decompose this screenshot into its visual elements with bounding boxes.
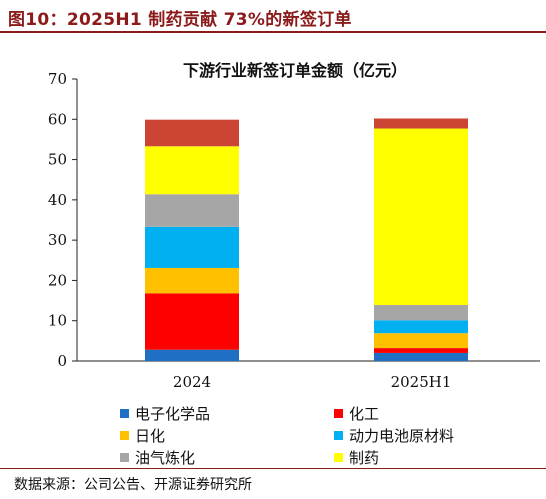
bar-segment xyxy=(374,352,468,361)
legend-swatch xyxy=(334,430,343,440)
legend-item: 动力电池原材料 xyxy=(334,425,480,445)
legend-item: 日化 xyxy=(120,425,334,445)
bar-segment xyxy=(145,349,239,361)
x-tick-label: 2025H1 xyxy=(391,373,452,391)
legend-label: 化工 xyxy=(349,404,380,423)
bar-segment xyxy=(145,194,239,227)
legend-item: 电子化学品 xyxy=(120,403,334,423)
legend-swatch xyxy=(120,408,129,418)
bar-segment xyxy=(374,305,468,321)
legend-item: 油气炼化 xyxy=(120,447,334,467)
source-rule xyxy=(0,468,546,469)
legend-swatch xyxy=(334,408,343,418)
bar-segment xyxy=(145,267,239,294)
legend-label: 日化 xyxy=(135,426,166,445)
y-tick-label: 40 xyxy=(48,191,67,209)
bar-segment xyxy=(374,320,468,334)
x-tick-label: 2024 xyxy=(173,373,211,391)
legend-item: 化工 xyxy=(334,403,480,423)
bar-segment xyxy=(374,118,468,129)
bar-segment xyxy=(145,226,239,268)
chart-legend: 电子化学品 化工日化 动力电池原材料油气炼化 制药 xyxy=(120,403,480,467)
legend-swatch xyxy=(334,452,343,462)
y-tick-label: 60 xyxy=(48,110,67,128)
bar-segment xyxy=(374,333,468,349)
figure-title: 图10：2025H1 制药贡献 73%的新签订单 xyxy=(8,10,352,30)
legend-item: 制药 xyxy=(334,447,480,467)
bar-segment xyxy=(374,348,468,353)
legend-label: 油气炼化 xyxy=(135,448,196,467)
y-tick-label: 70 xyxy=(48,70,67,88)
legend-label: 动力电池原材料 xyxy=(349,426,455,445)
y-tick-label: 10 xyxy=(48,312,67,330)
y-tick-label: 30 xyxy=(48,231,67,249)
bar-segment xyxy=(374,128,468,306)
legend-swatch xyxy=(120,430,129,440)
y-tick-label: 0 xyxy=(57,352,67,370)
legend-label: 制药 xyxy=(349,448,380,467)
chart-title: 下游行业新签订单金额（亿元） xyxy=(182,61,407,80)
bar-segment xyxy=(145,293,239,350)
bar-segment xyxy=(145,146,239,195)
legend-swatch xyxy=(120,452,129,462)
legend-label: 电子化学品 xyxy=(135,404,211,423)
title-rule xyxy=(0,31,546,33)
source-note: 数据来源：公司公告、开源证券研究所 xyxy=(14,477,252,493)
bar-segment xyxy=(145,119,239,147)
y-tick-label: 50 xyxy=(48,151,67,169)
y-tick-label: 20 xyxy=(48,271,67,289)
